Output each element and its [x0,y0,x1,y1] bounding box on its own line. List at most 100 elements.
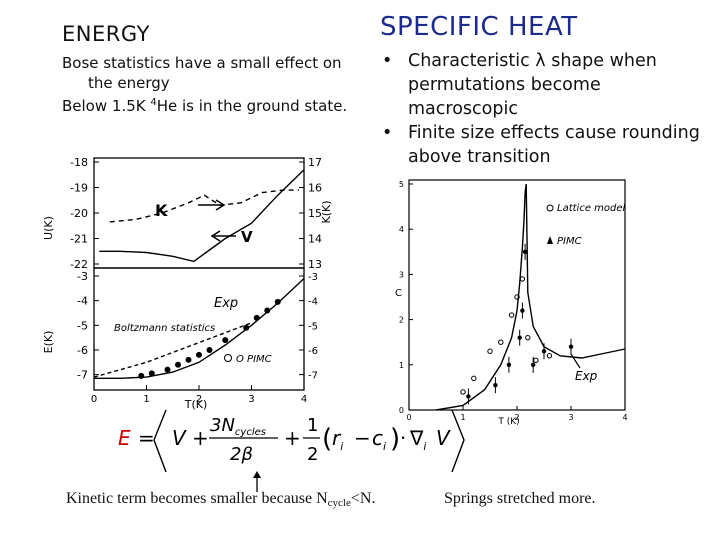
lattice-model-point [487,348,493,354]
formula-dot: · [400,426,406,450]
lattice-model-point [525,334,531,341]
pimc-energy-point [274,298,281,305]
bottom-xtick-label: 1 [143,394,149,405]
lattice-model-point [498,339,504,345]
formula-half-num: 1 [307,415,318,436]
cv-ylabel: C [395,288,402,299]
energy-estimator-formula: E = V + 3Ncycles 2β + 1 2 ( ri − ci ) · … [118,409,465,473]
cv-ytick-label: 5 [399,180,404,189]
bottom-ytick-right-label: -5 [308,321,318,332]
formula-half-den: 2 [307,444,318,465]
cv-series [435,183,626,411]
bullet-icon: • [382,123,393,143]
annotation-K: K [155,201,168,220]
lattice-model-point [519,276,526,282]
formula-c: ci [372,426,386,453]
formula-E: E [118,426,131,450]
cv-ytick-label: 1 [399,361,404,370]
energy-description: Bose statistics have a small effect on t… [62,53,362,116]
annotation-boltzmann: Boltzmann statistics [114,323,215,334]
cv-ticks: 0 1 2 3 4 5 0 1 2 3 4 [399,180,628,422]
cv-xtick-label: 2 [514,413,519,422]
top-ylabel-left: U(K) [42,216,55,240]
formula-plus-2: + [284,426,301,450]
formula-nabla: ∇i [409,426,426,453]
legend-pimc-marker [547,236,553,244]
bottom-ytick-right-label: -3 [308,272,318,283]
energy-bottom-series [93,277,305,379]
pimc-cv-point [541,349,547,354]
pimc-cv-point [493,382,498,388]
arrowhead-icon [210,230,221,242]
bottom-ytick-label: -6 [77,344,88,357]
lattice-model-point [460,389,466,395]
formula-denominator: 2β [230,444,253,465]
pimc-energy-point [185,356,192,363]
pimc-energy-point [196,351,202,358]
bottom-xtick-label: 2 [196,394,202,405]
energy-top-series [99,169,305,263]
bullet-item: • Characteristic λ shape when permutation… [382,51,657,119]
legend-lattice-marker [546,204,554,212]
bottom-xlabel: T(K) [184,398,208,411]
formula-equals: = [138,426,155,450]
springs-caption: Springs stretched more. [444,490,596,507]
energy-line-2: Below 1.5K 4He is in the ground state. [62,97,348,115]
open-paren-icon: ( [322,424,332,454]
energy-line-1: Bose statistics have a small effect on t… [62,54,342,92]
potential-energy-line [99,169,305,263]
pimc-cv-point [568,344,574,349]
pimc-energy-point [138,372,145,379]
bottom-ylabel: E(K) [42,331,55,354]
kinetic-caption: Kinetic term becomes smaller because Ncy… [66,490,376,509]
top-ylabel-right: K(K) [320,200,333,223]
kinetic-energy-line [109,189,299,223]
formula-plus-1: + [192,426,209,450]
specific-heat-figure: 0 1 2 3 4 5 0 1 2 3 4 C T (K) Lattice model PIMC E… [395,179,628,427]
bottom-ytick-label: -4 [77,295,88,308]
cycle-subscript: cycle [327,497,351,509]
top-ytick-label: -22 [70,258,88,271]
pimc-energy-point [206,346,213,353]
formula-r: ri [332,426,343,453]
pimc-cv-point [531,362,536,367]
pimc-energy-point [253,314,260,321]
cv-ytick-label: 0 [399,406,404,415]
annotation-pimc: O PIMC [236,354,272,365]
energy-figure: -18-19-20-21-221716151413-3-4-5-6-7-3-4-… [42,156,333,411]
energy-title: ENERGY [62,22,150,46]
pimc-energy-point [222,337,229,344]
lattice-model-point [533,357,539,363]
legend-lattice-label: Lattice model [557,203,626,214]
pimc-energy-point [148,370,155,377]
pimc-cv-point [520,308,525,313]
specific-heat-title: SPECIFIC HEAT [380,12,578,42]
bottom-ytick-label: -5 [77,319,88,332]
top-ytick-right-label: 16 [308,182,322,195]
cv-arrow-icon [570,353,581,369]
right-angle-bracket-icon [451,409,465,473]
formula-numerator: 3Ncycles [210,415,266,438]
left-angle-bracket-icon [153,409,167,473]
cv-xlabel: T (K) [497,417,519,427]
annotation-V: V [241,228,253,246]
bottom-ytick-right-label: -7 [308,371,318,382]
lattice-model-point [546,353,553,359]
cv-xtick-label: 1 [460,413,465,422]
cv-ytick-label: 2 [399,316,404,325]
cv-annotation-exp: Exp [575,369,598,383]
pimc-energy-point [175,361,181,368]
top-ytick-right-label: 17 [308,156,322,169]
helium-superscript: 4 [150,97,157,108]
top-ytick-label: -20 [70,207,88,220]
annotation-exp: Exp [214,296,238,311]
pimc-cv-point [517,335,522,340]
formula-minus: − [354,426,371,450]
experimental-cv-line [435,183,626,411]
bottom-ytick-label: -7 [77,369,88,382]
lattice-model-point [508,312,515,318]
cv-ytick-label: 3 [399,270,404,279]
bottom-xtick-label: 3 [248,394,254,405]
top-ytick-right-label: 13 [308,258,322,271]
bottom-ytick-right-label: -4 [308,297,318,308]
